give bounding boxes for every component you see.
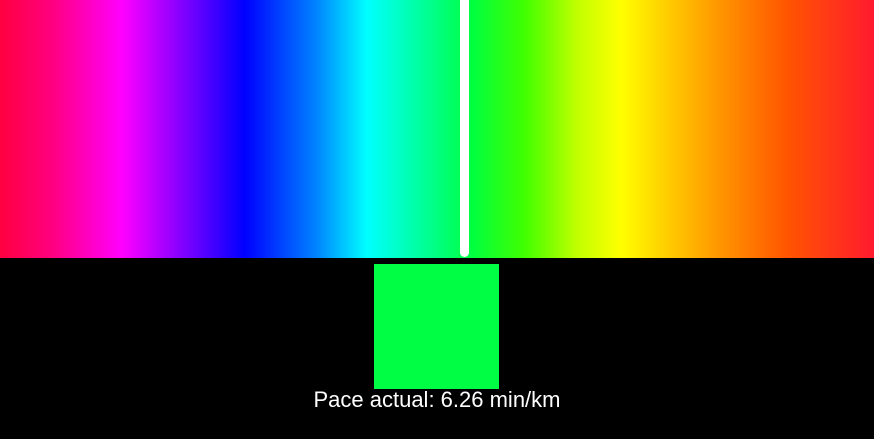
- pace-readout: Pace actual: 6.26 min/km: [313, 387, 561, 412]
- slider-handle[interactable]: [460, 0, 469, 257]
- hue-gradient-slider[interactable]: [0, 0, 874, 258]
- color-swatch: [374, 264, 499, 389]
